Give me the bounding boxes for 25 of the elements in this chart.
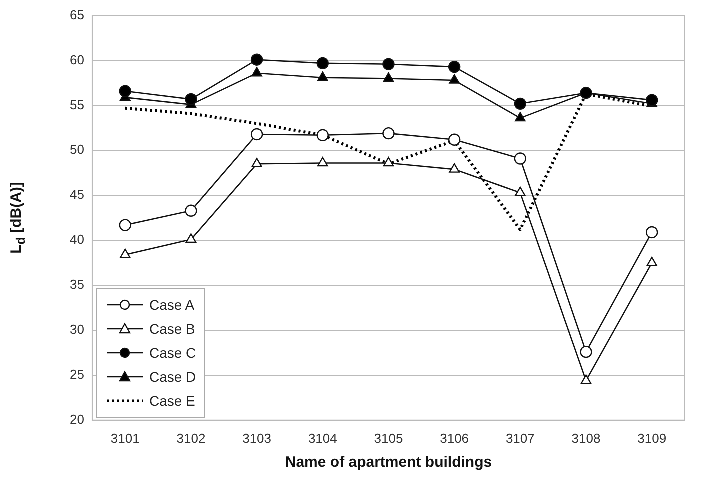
x-tick-label: 3105 [374, 430, 404, 446]
y-tick-label: 35 [70, 277, 84, 292]
y-tick-label: 20 [70, 412, 84, 427]
y-tick-label: 65 [70, 7, 84, 22]
y-tick-label: 55 [70, 97, 84, 112]
x-axis-title: Name of apartment buildings [285, 454, 492, 472]
legend-label: Case D [149, 369, 196, 386]
x-tick-label: 3108 [572, 430, 601, 446]
y-tick-label: 50 [70, 142, 84, 158]
x-tick-label: 3102 [176, 430, 206, 446]
x-tick-label: 3104 [308, 430, 338, 446]
legend-label: Case C [149, 345, 196, 362]
x-tick-label: 3109 [638, 430, 667, 446]
x-tick-label: 3103 [242, 430, 272, 446]
legend-label: Case E [149, 393, 196, 410]
x-tick-label: 3106 [440, 430, 470, 446]
x-tick-label: 3101 [110, 430, 140, 446]
y-tick-label: 25 [70, 367, 84, 382]
y-tick-label: 30 [70, 322, 84, 338]
legend-label: Case B [149, 321, 196, 338]
x-tick-label: 3107 [506, 430, 535, 446]
y-tick-label: 60 [70, 52, 84, 68]
y-tick-label: 45 [70, 187, 84, 202]
legend-label: Case A [149, 297, 195, 314]
y-tick-label: 40 [70, 232, 84, 248]
